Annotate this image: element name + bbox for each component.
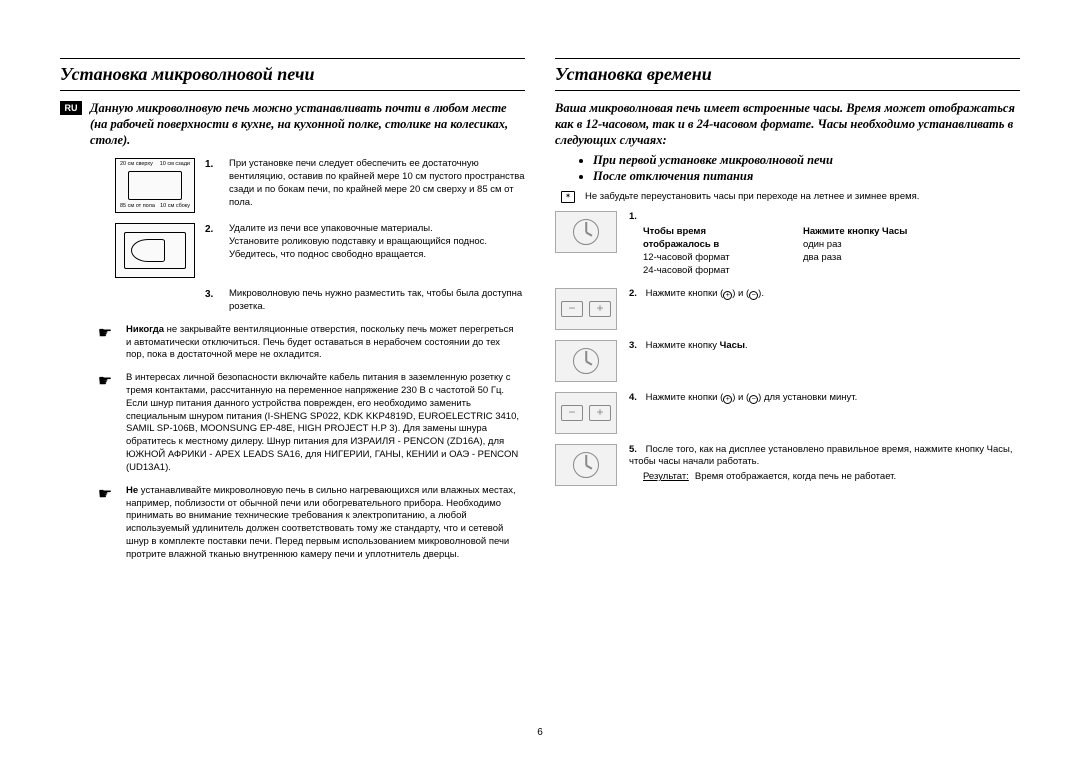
clock-step-5: 5. После того, как на дисплее установлен…	[555, 444, 1020, 486]
warning-1: ☛ Никогда не закрывайте вентиляционные о…	[96, 324, 525, 362]
bold: Часы	[720, 340, 745, 351]
text: ) и (	[732, 288, 749, 299]
cell: два раза	[803, 252, 842, 263]
minus-icon: −	[561, 301, 583, 317]
note-text: Не забудьте переустановить часы при пере…	[585, 191, 1020, 204]
plus-icon: +	[589, 405, 611, 421]
note-row: ✶ Не забудьте переустановить часы при пе…	[561, 191, 1020, 204]
language-badge: RU	[60, 101, 82, 115]
step-3: 3. Микроволновую печь нужно разместить т…	[205, 288, 525, 314]
step-number: 2.	[205, 223, 219, 278]
microwave-clearance-figure: 20 см сверху 10 см сзади 85 см от пола 1…	[115, 158, 195, 213]
step-number: 3.	[629, 340, 643, 353]
clock-step-text: 2. Нажмите кнопки (+) и (−).	[629, 288, 1020, 301]
text: ).	[758, 288, 764, 299]
pointing-hand-icon: ☛	[96, 485, 114, 562]
clock-button-figure	[555, 444, 617, 486]
right-intro: Ваша микроволновая печь имеет встроенные…	[555, 101, 1020, 148]
warning-text: В интересах личной безопасности включайт…	[126, 372, 525, 475]
warning-text: Никогда не закрывайте вентиляционные отв…	[126, 324, 525, 362]
intro-row: RU Данную микроволновую печь можно устан…	[60, 101, 525, 148]
clock-step-2: − + 2. Нажмите кнопки (+) и (−).	[555, 288, 1020, 330]
col-head: Нажмите кнопку Часы	[803, 226, 907, 237]
text: ) и (	[732, 392, 749, 403]
dim-label: 10 см сбоку	[160, 203, 190, 210]
text: устанавливайте микроволновую печь в силь…	[126, 485, 516, 560]
step-2: 2. Удалите из печи все упаковочные матер…	[115, 223, 525, 278]
clock-step-text: 1. Чтобы время отображалось в 12-часовой…	[629, 211, 1020, 277]
plus-circle-icon: +	[723, 291, 732, 300]
clock-step-3: 3. Нажмите кнопку Часы.	[555, 340, 1020, 382]
cell: 24-часовой формат	[643, 265, 730, 276]
text: ) для установки минут.	[758, 392, 857, 403]
step-text: При установке печи следует обеспечить ее…	[229, 158, 525, 213]
step-number: 5.	[629, 444, 643, 457]
bold: Не	[126, 485, 138, 496]
dim-label: 85 см от пола	[120, 203, 155, 210]
rule	[555, 58, 1020, 59]
result-text: Время отображается, когда печь не работа…	[695, 471, 896, 484]
dim-label: 20 см сверху	[120, 161, 153, 168]
note-icon: ✶	[561, 191, 575, 203]
clock-step-4: − + 4. Нажмите кнопки (+) и (−) для уста…	[555, 392, 1020, 434]
left-title: Установка микроволновой печи	[60, 62, 525, 86]
text: Нажмите кнопки (	[646, 392, 724, 403]
plus-minus-figure: − +	[555, 288, 617, 330]
microwave-open-figure	[115, 223, 195, 278]
plus-circle-icon: +	[723, 395, 732, 404]
step-number: 1.	[629, 211, 643, 224]
clock-step-text: 4. Нажмите кнопки (+) и (−) для установк…	[629, 392, 1020, 405]
plus-icon: +	[589, 301, 611, 317]
page-number: 6	[0, 726, 1080, 740]
cell: один раз	[803, 239, 842, 250]
step-number: 2.	[629, 288, 643, 301]
cell: 12-часовой формат	[643, 252, 730, 263]
text: Нажмите кнопки (	[646, 288, 724, 299]
step-text: Удалите из печи все упаковочные материал…	[229, 223, 525, 278]
clock-button-figure	[555, 211, 617, 253]
left-intro: Данную микроволновую печь можно устанавл…	[90, 101, 525, 148]
step-number: 4.	[629, 392, 643, 405]
plus-minus-figure: − +	[555, 392, 617, 434]
step-number: 1.	[205, 158, 219, 213]
text: не закрывайте вентиляционные отверстия, …	[126, 324, 514, 361]
clock-step-text: 5. После того, как на дисплее установлен…	[629, 444, 1020, 484]
text: В интересах личной безопасности включайт…	[126, 372, 519, 473]
minus-icon: −	[561, 405, 583, 421]
text: Нажмите кнопку	[646, 340, 720, 351]
dim-label: 10 см сзади	[160, 161, 190, 168]
intro-bullets: При первой установке микроволновой печи …	[571, 152, 1020, 185]
text: .	[745, 340, 748, 351]
step-1: 20 см сверху 10 см сзади 85 см от пола 1…	[115, 158, 525, 213]
warning-text: Не устанавливайте микроволновую печь в с…	[126, 485, 525, 562]
clock-step-1: 1. Чтобы время отображалось в 12-часовой…	[555, 211, 1020, 277]
step-text: Микроволновую печь нужно разместить так,…	[229, 288, 525, 314]
manual-page: Установка микроволновой печи RU Данную м…	[0, 0, 1080, 562]
warning-3: ☛ Не устанавливайте микроволновую печь в…	[96, 485, 525, 562]
bullet: При первой установке микроволновой печи	[593, 152, 1020, 168]
col-head: Чтобы время отображалось в	[643, 226, 719, 250]
step-number: 3.	[205, 288, 219, 314]
minus-circle-icon: −	[749, 395, 758, 404]
warning-2: ☛ В интересах личной безопасности включа…	[96, 372, 525, 475]
result-label: Результат:	[643, 471, 689, 484]
text: После того, как на дисплее установлено п…	[629, 444, 1012, 468]
minus-circle-icon: −	[749, 291, 758, 300]
left-column: Установка микроволновой печи RU Данную м…	[60, 58, 525, 562]
bold: Никогда	[126, 324, 164, 335]
bullet: После отключения питания	[593, 168, 1020, 184]
clock-step-text: 3. Нажмите кнопку Часы.	[629, 340, 1020, 353]
right-title: Установка времени	[555, 62, 1020, 86]
rule	[555, 90, 1020, 91]
clock-button-figure	[555, 340, 617, 382]
pointing-hand-icon: ☛	[96, 372, 114, 475]
pointing-hand-icon: ☛	[96, 324, 114, 362]
rule	[60, 58, 525, 59]
right-column: Установка времени Ваша микроволновая печ…	[555, 58, 1020, 562]
rule	[60, 90, 525, 91]
